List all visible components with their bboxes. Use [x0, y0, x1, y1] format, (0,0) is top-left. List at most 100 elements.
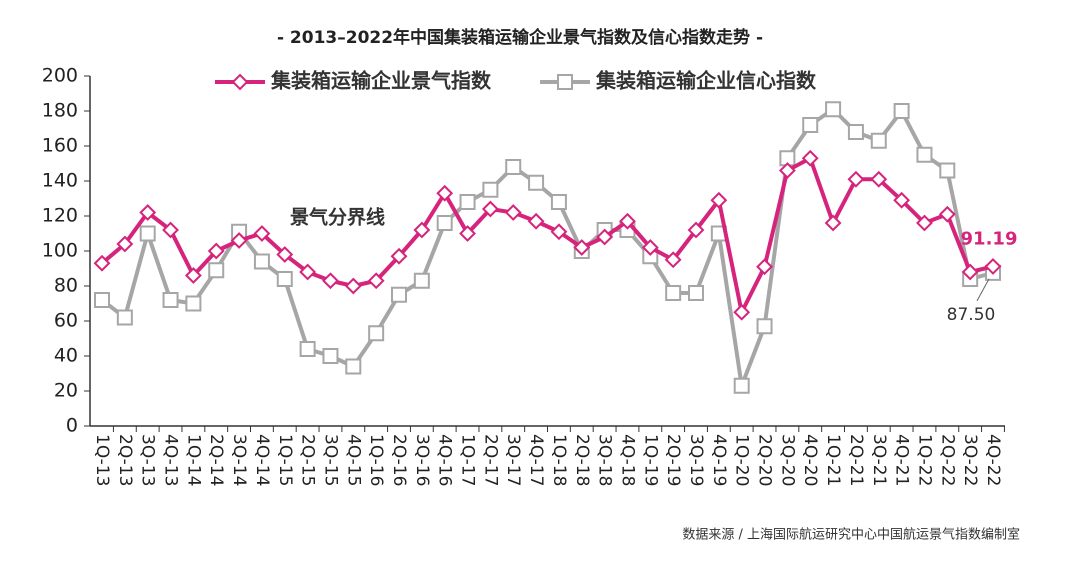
- marker: [893, 191, 911, 209]
- x-tick-label: 4Q-15: [343, 434, 363, 486]
- marker: [345, 358, 362, 375]
- marker: [916, 146, 933, 163]
- x-tick-label: 4Q-14: [252, 434, 272, 486]
- x-tick-label: 4Q-16: [435, 434, 455, 486]
- marker: [756, 258, 773, 276]
- marker: [870, 170, 888, 188]
- y-tick-label: 180: [42, 100, 78, 122]
- x-tick-label: 3Q-19: [686, 434, 706, 486]
- marker: [276, 246, 294, 263]
- marker: [870, 132, 887, 149]
- marker: [391, 286, 407, 303]
- annotation: 景气分界线: [290, 206, 385, 229]
- x-tick-label: 3Q-16: [412, 434, 432, 486]
- marker: [390, 247, 408, 265]
- marker: [778, 162, 796, 179]
- x-tick-label: 3Q-15: [320, 434, 340, 486]
- y-tick-label: 140: [42, 170, 78, 192]
- marker: [847, 170, 865, 188]
- x-tick-label: 3Q-17: [503, 434, 523, 486]
- marker: [687, 221, 705, 239]
- marker: [322, 272, 339, 290]
- x-tick-label: 2Q-20: [755, 434, 775, 486]
- marker: [550, 194, 567, 210]
- x-tick-label: 4Q-22: [983, 434, 1003, 486]
- legend-label: 集装箱运输企业信心指数: [595, 69, 817, 93]
- marker: [847, 124, 864, 140]
- x-tick-label: 1Q-21: [823, 434, 843, 486]
- x-tick-label: 4Q-13: [161, 434, 181, 486]
- marker: [436, 184, 454, 202]
- x-tick-label: 2Q-21: [846, 434, 866, 486]
- marker: [459, 225, 476, 242]
- marker: [207, 242, 225, 260]
- x-tick-label: 1Q-13: [92, 434, 112, 486]
- marker: [939, 162, 956, 179]
- marker: [139, 225, 156, 242]
- marker: [94, 292, 110, 308]
- x-tick-label: 3Q-20: [777, 434, 797, 486]
- marker: [459, 194, 476, 210]
- marker: [710, 191, 728, 209]
- marker: [824, 214, 842, 232]
- marker: [641, 239, 659, 256]
- marker: [276, 271, 293, 287]
- x-tick-label: 2Q-19: [663, 434, 683, 486]
- marker: [619, 212, 636, 230]
- x-tick-label: 3Q-14: [229, 434, 249, 486]
- source: 数据来源 / 上海国际航运研究中心中国航运景气指数编制室: [682, 527, 1020, 543]
- x-tick-label: 2Q-16: [389, 434, 409, 486]
- marker: [665, 285, 682, 301]
- marker: [185, 295, 202, 312]
- x-tick-label: 1Q-16: [366, 434, 386, 486]
- x-tick-label: 4Q-21: [892, 434, 912, 486]
- marker: [916, 214, 933, 232]
- series-line: [100, 107, 994, 388]
- y-tick-label: 100: [42, 240, 78, 262]
- marker: [93, 254, 111, 272]
- marker: [162, 221, 179, 239]
- marker: [413, 221, 431, 239]
- x-tick-label: 1Q-19: [640, 434, 660, 486]
- legend-label: 集装箱运输企业景气指数: [270, 69, 492, 93]
- marker: [505, 159, 522, 175]
- marker: [344, 277, 362, 295]
- marker: [116, 235, 134, 253]
- marker: [801, 149, 819, 167]
- marker: [893, 103, 910, 119]
- x-tick-label: 2Q-13: [115, 434, 135, 486]
- marker: [664, 251, 682, 269]
- marker: [527, 212, 545, 230]
- marker: [253, 225, 271, 242]
- y-tick-label: 40: [54, 345, 78, 367]
- marker: [322, 348, 339, 364]
- marker: [208, 262, 225, 279]
- x-tick-label: 1Q-18: [549, 434, 569, 486]
- x-tick-label: 1Q-20: [732, 434, 752, 486]
- marker: [733, 303, 751, 321]
- y-tick-label: 120: [42, 205, 78, 227]
- marker: [482, 181, 499, 198]
- x-tick-label: 2Q-18: [572, 434, 592, 486]
- marker: [528, 174, 545, 191]
- x-tick-label: 4Q-18: [617, 434, 637, 486]
- legend-marker: [557, 74, 573, 90]
- marker: [413, 272, 430, 289]
- y-tick-label: 60: [54, 310, 78, 332]
- marker: [299, 341, 316, 357]
- marker: [481, 200, 499, 218]
- x-tick-label: 3Q-13: [138, 434, 158, 486]
- x-tick-label: 3Q-18: [595, 434, 615, 486]
- data-label: 87.50: [947, 305, 996, 325]
- marker: [253, 253, 270, 270]
- marker: [299, 263, 317, 281]
- x-tick-label: 1Q-14: [183, 434, 203, 486]
- marker: [367, 272, 385, 290]
- marker: [573, 239, 591, 256]
- x-tick-label: 2Q-22: [937, 434, 957, 486]
- marker: [756, 318, 773, 335]
- x-tick-label: 1Q-22: [914, 434, 934, 486]
- marker: [596, 228, 614, 246]
- x-tick-label: 1Q-17: [458, 434, 478, 486]
